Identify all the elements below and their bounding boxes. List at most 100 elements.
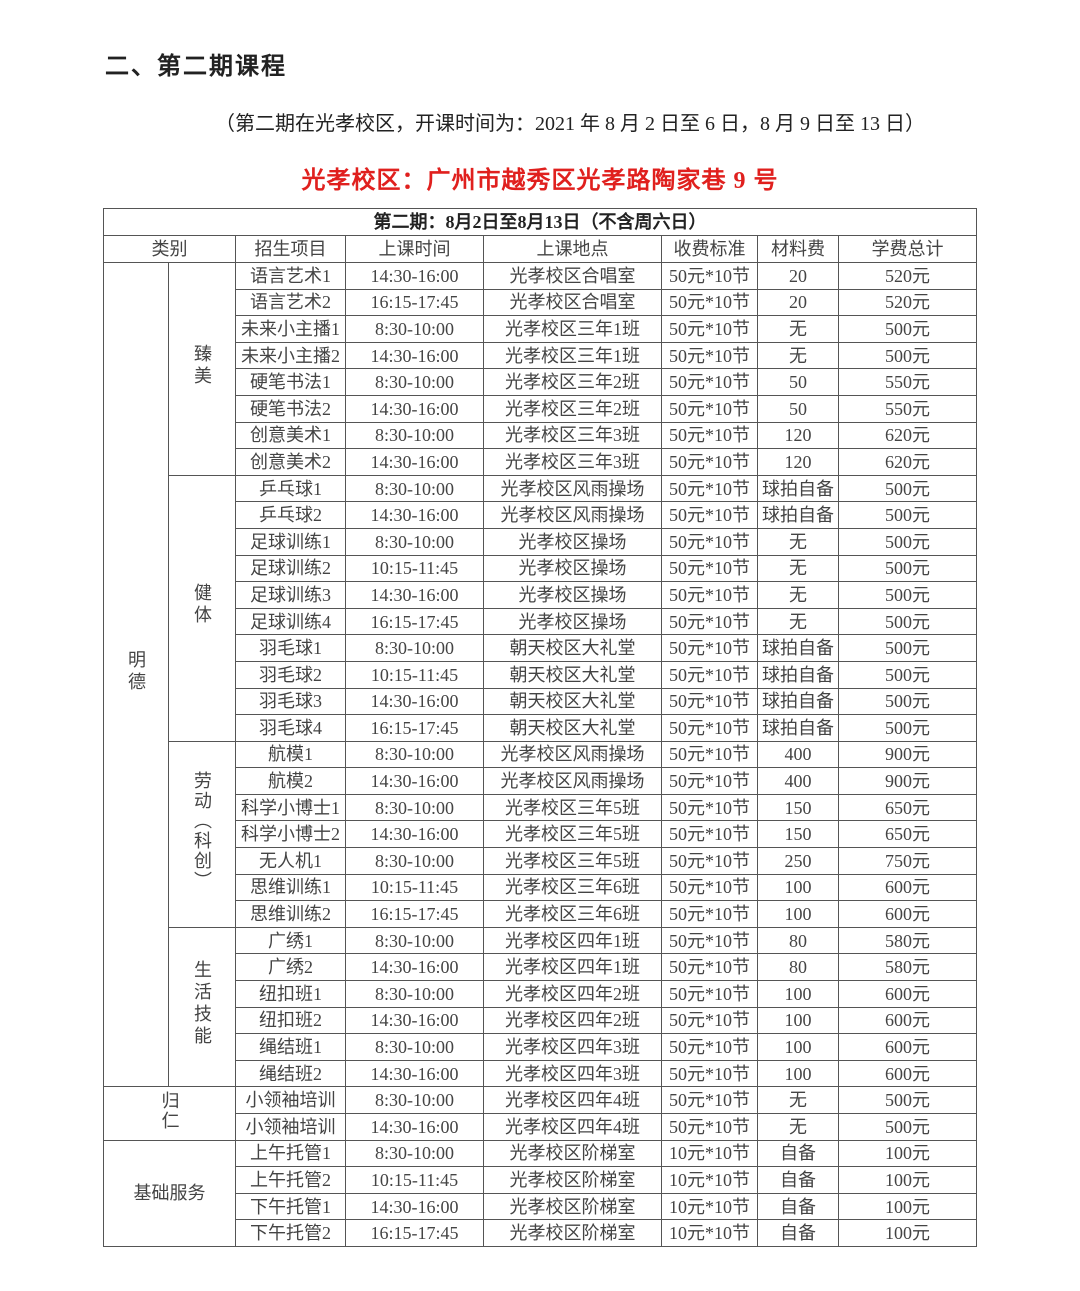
class-time: 14:30-16:00 — [345, 581, 484, 609]
total-fee: 550元 — [838, 394, 977, 423]
class-time: 8:30-10:00 — [345, 847, 484, 875]
class-location: 光孝校区三年1班 — [483, 341, 662, 370]
course-name: 硬笔书法2 — [235, 394, 346, 423]
class-time: 8:30-10:00 — [345, 980, 484, 1008]
material-fee: 20 — [757, 262, 839, 290]
class-location: 光孝校区四年3班 — [483, 1033, 662, 1061]
total-fee: 600元 — [838, 900, 977, 928]
class-time: 16:15-17:45 — [345, 714, 484, 742]
course-name: 上午托管2 — [235, 1166, 346, 1194]
subcategory-label: 劳动（科创） — [192, 771, 212, 892]
table-row: 足球训练2 10:15-11:45 光孝校区操场 50元*10节无 500元 — [104, 554, 977, 583]
course-name: 小领袖培训 — [235, 1086, 346, 1114]
total-fee: 500元 — [838, 714, 977, 742]
material-fee: 50 — [757, 394, 839, 423]
fee-standard: 50元*10节 — [661, 554, 758, 583]
material-fee: 无 — [757, 581, 839, 609]
table-row: 健体 乒乓球1 8:30-10:00 光孝校区风雨操场 50元*10节 球拍自备 500元 — [104, 474, 977, 742]
course-table: 第二期：8月2日至8月13日（不含周六日） 类别 招生项目 上课时间 上课地点 … — [103, 208, 977, 1247]
class-time: 8:30-10:00 — [345, 1033, 484, 1061]
class-location: 光孝校区操场 — [483, 607, 662, 636]
class-time: 14:30-16:00 — [345, 953, 484, 982]
total-fee: 600元 — [838, 1033, 977, 1061]
total-fee: 650元 — [838, 793, 977, 822]
class-time: 16:15-17:45 — [345, 288, 484, 317]
total-fee: 500元 — [838, 660, 977, 689]
fee-standard: 50元*10节 — [661, 394, 758, 423]
class-time: 8:30-10:00 — [345, 793, 484, 822]
total-fee: 580元 — [838, 926, 977, 955]
class-location: 光孝校区阶梯室 — [483, 1139, 662, 1168]
fee-standard: 50元*10节 — [661, 740, 758, 769]
class-time: 10:15-11:45 — [345, 660, 484, 689]
campus-address: 光孝校区：广州市越秀区光孝路陶家巷 9 号 — [301, 168, 779, 194]
course-name: 乒乓球1 — [235, 474, 346, 503]
course-name: 足球训练1 — [235, 527, 346, 556]
fee-standard: 50元*10节 — [661, 1059, 758, 1088]
class-time: 8:30-10:00 — [345, 740, 484, 769]
material-fee: 球拍自备 — [757, 660, 839, 689]
table-row: 下午托管2 16:15-17:45 光孝校区阶梯室 10元*10节 自备 100元 — [104, 1219, 977, 1247]
course-name: 创意美术2 — [235, 448, 346, 476]
material-fee: 20 — [757, 288, 839, 317]
total-fee: 550元 — [838, 368, 977, 396]
class-time: 8:30-10:00 — [345, 368, 484, 396]
material-fee: 自备 — [757, 1192, 839, 1221]
class-location: 光孝校区阶梯室 — [483, 1166, 662, 1194]
total-fee: 900元 — [838, 740, 977, 769]
class-location: 光孝校区三年2班 — [483, 368, 662, 396]
class-time: 8:30-10:00 — [345, 474, 484, 503]
total-fee: 900元 — [838, 767, 977, 795]
material-fee: 球拍自备 — [757, 474, 839, 503]
class-location: 光孝校区三年1班 — [483, 315, 662, 343]
total-fee: 580元 — [838, 953, 977, 982]
table-row: 小领袖培训 14:30-16:00 光孝校区四年4班 50元*10节无 500元 — [104, 1113, 977, 1141]
subcategory-cell: 健体 — [168, 474, 236, 742]
table-row: 绳结班2 14:30-16:00 光孝校区四年3班 50元*10节 100 600元 — [104, 1059, 977, 1088]
material-fee: 无 — [757, 341, 839, 370]
class-location: 朝天校区大礼堂 — [483, 714, 662, 742]
fee-standard: 50元*10节 — [661, 527, 758, 556]
course-name: 硬笔书法1 — [235, 368, 346, 396]
header-fee: 收费标准 — [661, 235, 758, 263]
class-time: 10:15-11:45 — [345, 873, 484, 902]
class-time: 14:30-16:00 — [345, 1113, 484, 1141]
course-name: 语言艺术2 — [235, 288, 346, 317]
class-location: 光孝校区四年3班 — [483, 1059, 662, 1088]
total-fee: 100元 — [838, 1139, 977, 1168]
course-name: 科学小博士1 — [235, 793, 346, 822]
material-fee: 自备 — [757, 1219, 839, 1247]
course-name: 科学小博士2 — [235, 820, 346, 849]
class-location: 光孝校区三年5班 — [483, 847, 662, 875]
table-row: 思维训练1 10:15-11:45 光孝校区三年6班 50元*10节 100 600元 — [104, 873, 977, 902]
course-name: 无人机1 — [235, 847, 346, 875]
table-row: 基础服务 上午托管1 8:30-10:00 光孝校区阶梯室 10元*10节 自备 100元 — [103, 1139, 977, 1247]
class-location: 光孝校区阶梯室 — [483, 1192, 662, 1221]
table-row: 羽毛球1 8:30-10:00 朝天校区大礼堂 50元*10节 球拍自备 500元 — [104, 634, 977, 662]
material-fee: 球拍自备 — [757, 501, 839, 529]
total-fee: 100元 — [838, 1192, 977, 1221]
class-time: 8:30-10:00 — [345, 527, 484, 556]
table-row: 羽毛球4 16:15-17:45 朝天校区大礼堂 50元*10节 球拍自备 500元 — [104, 714, 977, 742]
material-fee: 自备 — [757, 1166, 839, 1194]
table-row: 语言艺术2 16:15-17:45 光孝校区合唱室 50元*10节 20 520元 — [104, 288, 977, 317]
material-fee: 无 — [757, 527, 839, 556]
table-row: 劳动（科创） 航模1 8:30-10:00 光孝校区风雨操场 50元*10节 400 900… — [104, 740, 977, 928]
class-location: 光孝校区三年3班 — [483, 421, 662, 450]
total-fee: 500元 — [838, 581, 977, 609]
header-material: 材料费 — [757, 235, 839, 263]
class-time: 14:30-16:00 — [345, 341, 484, 370]
total-fee: 600元 — [838, 873, 977, 902]
class-time: 10:15-11:45 — [345, 554, 484, 583]
subcategory-label: 生活技能 — [192, 960, 212, 1049]
course-name: 羽毛球1 — [235, 634, 346, 662]
category-cell: 基础服务 — [103, 1139, 236, 1247]
fee-standard: 50元*10节 — [661, 448, 758, 476]
table-row: 无人机1 8:30-10:00 光孝校区三年5班 50元*10节 250 750元 — [104, 847, 977, 875]
material-fee: 80 — [757, 953, 839, 982]
fee-standard: 50元*10节 — [661, 634, 758, 662]
material-fee: 球拍自备 — [757, 687, 839, 716]
table-row: 羽毛球2 10:15-11:45 朝天校区大礼堂 50元*10节 球拍自备 500元 — [104, 660, 977, 689]
course-name: 足球训练4 — [235, 607, 346, 636]
class-time: 8:30-10:00 — [345, 421, 484, 450]
